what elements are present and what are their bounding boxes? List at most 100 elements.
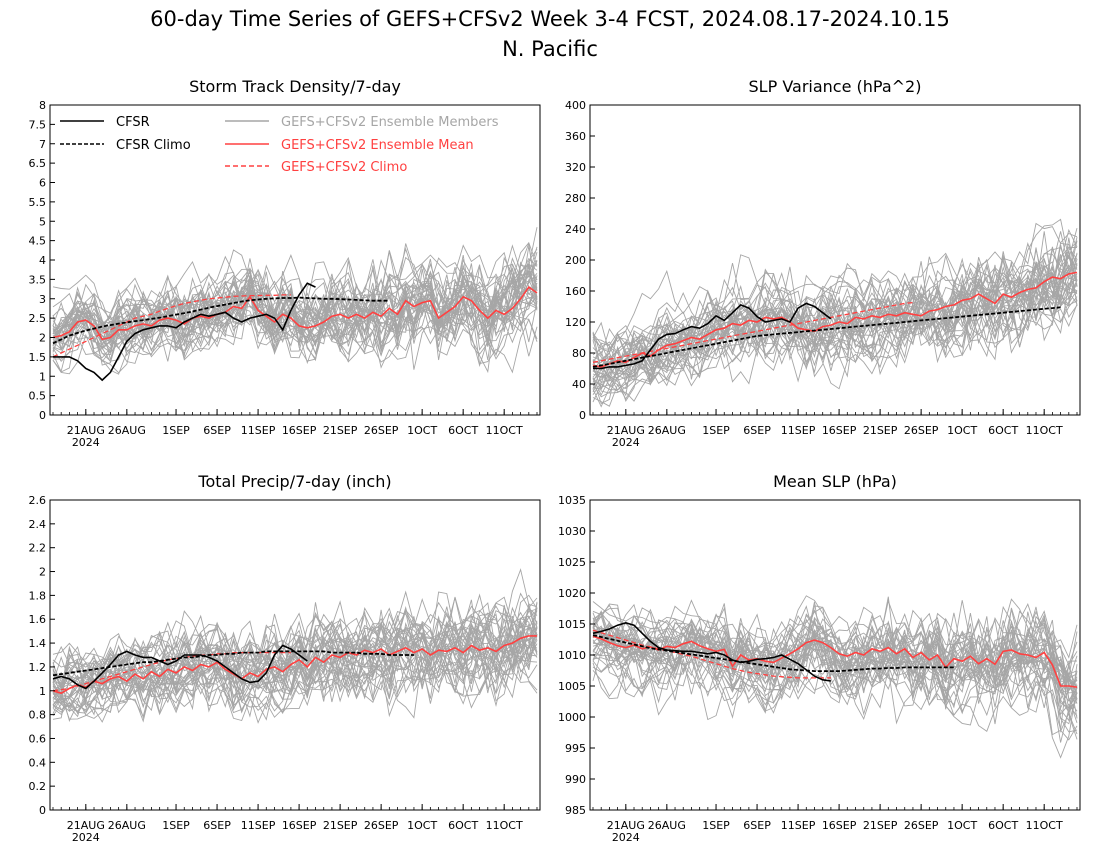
- ensemble-mean-line: [52, 635, 537, 695]
- y-tick-label: 2.4: [29, 518, 47, 531]
- plot-area: [52, 568, 538, 724]
- cfsr-line: [592, 621, 832, 682]
- ensemble-member-line: [52, 592, 538, 695]
- y-tick-label: 0.5: [29, 390, 47, 403]
- cfsr-climo-line: [52, 650, 414, 677]
- x-tick-label: 11OCT: [486, 819, 523, 832]
- y-tick-label: 7.5: [29, 118, 47, 131]
- x-tick-label: 6OCT: [448, 424, 478, 437]
- y-tick-label: 0: [39, 409, 46, 422]
- x-tick-label: 6OCT: [448, 819, 478, 832]
- ensemble-member-line: [52, 268, 538, 359]
- y-tick-label: 360: [565, 130, 586, 143]
- x-tick-label: 11SEP: [241, 424, 276, 437]
- panel-storm-track-density: Storm Track Density/7-day 0 0.5 1 1.5 2 2.5 3 3.…: [29, 77, 541, 449]
- y-tick-label: 0.2: [29, 780, 47, 793]
- ensemble-member-line: [592, 263, 1078, 403]
- figure-title: 60-day Time Series of GEFS+CFSv2 Week 3-…: [150, 7, 950, 31]
- x-year-label: 2024: [72, 436, 100, 449]
- x-tick-label: 21AUG: [67, 424, 105, 437]
- y-tick-label: 160: [565, 285, 586, 298]
- ensemble-member-line: [592, 614, 1078, 714]
- legend-members-label: GEFS+CFSv2 Ensemble Members: [281, 115, 499, 130]
- y-tick-label: 0: [39, 804, 46, 817]
- x-tick-label: 26SEP: [364, 424, 399, 437]
- y-tick-label: 6: [39, 177, 46, 190]
- x-tick-label: 11OCT: [486, 424, 523, 437]
- plot-area: [52, 227, 538, 382]
- ensemble-member-line: [592, 595, 1078, 674]
- x-tick-label: 26SEP: [364, 819, 399, 832]
- x-tick-label: 1OCT: [947, 819, 977, 832]
- ensemble-member-line: [52, 273, 538, 346]
- ensemble-member-line: [592, 218, 1078, 354]
- legend-cfsr-climo-label: CFSR Climo: [116, 138, 191, 153]
- panel-total-precip: Total Precip/7-day (inch)00.20.40.60.811…: [29, 472, 541, 844]
- ensemble-mean-line: [592, 271, 1078, 368]
- ensemble-member-line: [592, 250, 1078, 390]
- y-tick-label: 7: [39, 138, 46, 151]
- gefs-climo-line: [592, 629, 831, 679]
- x-tick-label: 6SEP: [203, 819, 231, 832]
- ensemble-member-line: [52, 606, 538, 704]
- y-tick-label: 80: [572, 347, 586, 360]
- y-tick-label: 985: [565, 804, 586, 817]
- ensemble-member-line: [592, 617, 1078, 702]
- ensemble-member-line: [592, 658, 1078, 759]
- x-tick-label: 11SEP: [781, 819, 816, 832]
- legend-mean-label: GEFS+CFSv2 Ensemble Mean: [281, 138, 474, 153]
- gefs-climo-line: [592, 301, 913, 363]
- ensemble-member-line: [592, 616, 1078, 700]
- panel-title: Storm Track Density/7-day: [189, 77, 401, 96]
- ensemble-member-line: [592, 228, 1078, 365]
- x-tick-label: 6SEP: [203, 424, 231, 437]
- ensemble-member-line: [592, 273, 1078, 394]
- x-tick-label: 26SEP: [904, 819, 939, 832]
- y-tick-label: 6.5: [29, 157, 47, 170]
- x-tick-label: 26SEP: [904, 424, 939, 437]
- x-year-label: 2024: [72, 831, 100, 844]
- y-tick-label: 8: [39, 99, 46, 112]
- x-tick-label: 11OCT: [1026, 819, 1063, 832]
- x-tick-label: 1OCT: [407, 424, 437, 437]
- x-tick-label: 21AUG: [607, 424, 645, 437]
- plot-area: [592, 218, 1078, 408]
- y-tick-label: 990: [565, 773, 586, 786]
- ensemble-member-line: [592, 246, 1078, 393]
- y-tick-label: 120: [565, 316, 586, 329]
- ensemble-member-line: [52, 601, 538, 714]
- y-tick-label: 1.5: [29, 351, 47, 364]
- ensemble-member-line: [592, 288, 1078, 407]
- x-tick-label: 1SEP: [162, 819, 190, 832]
- y-tick-label: 0.8: [29, 709, 47, 722]
- x-tick-label: 21SEP: [863, 424, 898, 437]
- x-tick-label: 26AUG: [108, 819, 146, 832]
- panel-mean-slp: Mean SLP (hPa) 985 990 995 1000 1005 1010 1015 1…: [558, 472, 1081, 844]
- y-tick-label: 1: [39, 685, 46, 698]
- ensemble-member-line: [592, 605, 1078, 690]
- cfsr-line: [53, 282, 316, 382]
- y-tick-label: 1.2: [29, 661, 47, 674]
- ensemble-member-line: [52, 251, 538, 335]
- ensemble-mean-line: [592, 635, 1078, 688]
- y-tick-label: 1005: [558, 680, 586, 693]
- y-tick-label: 1015: [558, 618, 586, 631]
- ensemble-member-line: [592, 242, 1078, 346]
- ensemble-member-line: [592, 618, 1078, 722]
- y-tick-label: 1.8: [29, 589, 47, 602]
- x-tick-label: 11SEP: [241, 819, 276, 832]
- x-tick-label: 21AUG: [67, 819, 105, 832]
- y-tick-label: 995: [565, 742, 586, 755]
- ensemble-member-line: [592, 250, 1078, 408]
- x-tick-label: 26AUG: [648, 819, 686, 832]
- panel-title: Total Precip/7-day (inch): [197, 472, 391, 491]
- y-tick-label: 200: [565, 254, 586, 267]
- x-tick-label: 16SEP: [282, 819, 317, 832]
- x-tick-label: 16SEP: [282, 424, 317, 437]
- y-tick-label: 1.6: [29, 613, 47, 626]
- y-tick-label: 5.5: [29, 196, 47, 209]
- y-tick-label: 1010: [558, 649, 586, 662]
- y-tick-label: 2: [39, 566, 46, 579]
- cfsr-line: [52, 644, 308, 690]
